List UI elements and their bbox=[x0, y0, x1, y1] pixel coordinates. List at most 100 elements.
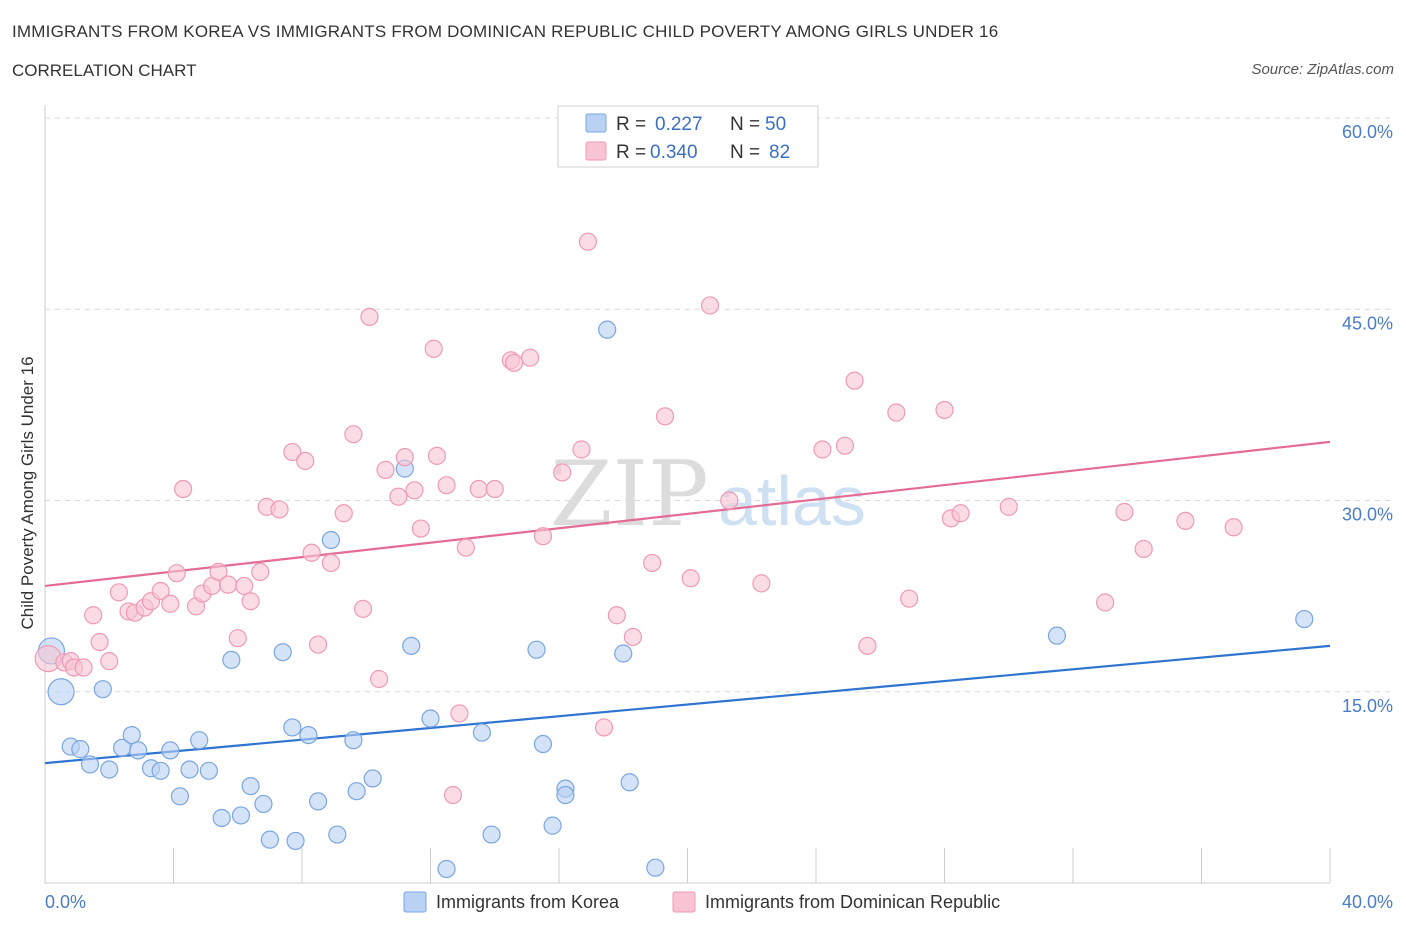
dr-point bbox=[607, 606, 626, 625]
dr-point bbox=[353, 599, 373, 618]
dr-point bbox=[389, 487, 408, 506]
korea-point bbox=[260, 830, 279, 849]
dr-point bbox=[700, 296, 720, 315]
y-tick-label: 15.0% bbox=[1342, 696, 1393, 716]
watermark: ZIP atlas bbox=[550, 442, 866, 547]
legend-korea-n-value: 50 bbox=[765, 114, 786, 135]
dr-point bbox=[360, 307, 379, 326]
dr-point bbox=[1176, 511, 1195, 531]
watermark-zip: ZIP bbox=[550, 442, 709, 547]
dr-point bbox=[655, 407, 675, 426]
korea-point bbox=[321, 530, 341, 550]
korea-point bbox=[254, 794, 273, 814]
dr-point bbox=[321, 553, 341, 573]
korea-point bbox=[122, 725, 141, 745]
korea-point bbox=[614, 644, 633, 663]
korea-point bbox=[527, 640, 546, 659]
legend-korea-swatch bbox=[585, 113, 607, 133]
y-axis-label: Child Poverty Among Girls Under 16 bbox=[18, 356, 37, 629]
korea-point bbox=[283, 718, 302, 737]
korea-point bbox=[129, 741, 148, 760]
dr-point bbox=[427, 446, 447, 465]
dr-point bbox=[1115, 502, 1134, 522]
dr-point bbox=[1134, 539, 1153, 559]
korea-point bbox=[482, 825, 501, 844]
dr-point bbox=[520, 348, 540, 367]
legend-dr-n-value: 82 bbox=[769, 142, 790, 163]
korea-point bbox=[170, 787, 190, 806]
x-tick-label-min: 0.0% bbox=[45, 892, 86, 912]
korea-point bbox=[93, 680, 112, 699]
korea-point bbox=[100, 760, 119, 779]
korea-point bbox=[199, 761, 218, 780]
dr-point bbox=[424, 339, 443, 358]
korea-point bbox=[180, 760, 199, 779]
dr-point bbox=[228, 629, 247, 648]
dr-point bbox=[308, 635, 328, 654]
y-tick-label: 60.0% bbox=[1342, 122, 1393, 142]
bottom-legend-dr-swatch bbox=[672, 891, 696, 913]
korea-point bbox=[421, 709, 440, 728]
dr-point bbox=[437, 476, 456, 495]
dr-point bbox=[174, 479, 193, 499]
dr-point bbox=[209, 562, 228, 582]
legend-dr-r-label: R = bbox=[616, 142, 646, 163]
dr-point bbox=[845, 371, 864, 390]
korea-point bbox=[273, 643, 292, 662]
dr-point bbox=[623, 627, 642, 647]
dr-point bbox=[74, 658, 93, 677]
dr-point bbox=[302, 543, 321, 562]
dr-point bbox=[395, 448, 414, 467]
axes: 15.0% 30.0% 45.0% 60.0% 0.0% 40.0% bbox=[44, 105, 1393, 912]
dr-point bbox=[109, 583, 128, 602]
korea-point bbox=[472, 723, 491, 742]
series-legend: Immigrants from Korea Immigrants from Do… bbox=[403, 891, 1000, 913]
korea-point bbox=[190, 731, 209, 750]
dr-point bbox=[443, 785, 463, 805]
correlation-legend: R = 0.227 N = 50 R = 0.340 N = 82 bbox=[557, 105, 819, 168]
korea-point bbox=[543, 816, 562, 835]
legend-dr-n-label: N = bbox=[730, 142, 760, 163]
dr-point bbox=[270, 500, 289, 519]
dr-point bbox=[456, 538, 475, 557]
korea-point bbox=[1047, 626, 1067, 645]
dr-point bbox=[720, 491, 739, 510]
korea-point bbox=[363, 769, 382, 788]
y-tick-label: 30.0% bbox=[1342, 505, 1393, 525]
dr-point bbox=[578, 232, 598, 251]
korea-point bbox=[1295, 609, 1314, 629]
dr-point bbox=[283, 442, 302, 462]
legend-korea-r-value: 0.227 bbox=[655, 114, 703, 135]
dr-point bbox=[376, 460, 395, 479]
dr-point bbox=[235, 576, 254, 596]
y-tick-label: 45.0% bbox=[1342, 313, 1393, 333]
bottom-legend-dr-label: Immigrants from Dominican Republic bbox=[705, 892, 1000, 912]
dr-point bbox=[334, 504, 353, 523]
dr-point bbox=[951, 504, 970, 523]
korea-point bbox=[308, 792, 328, 811]
korea-point bbox=[646, 858, 665, 877]
korea-point bbox=[402, 636, 421, 655]
trend-lines bbox=[44, 440, 1331, 765]
dr-point bbox=[594, 718, 614, 737]
dr-point bbox=[835, 436, 855, 455]
korea-point bbox=[347, 782, 366, 801]
dr-point bbox=[251, 562, 270, 582]
dr-point bbox=[935, 400, 954, 420]
watermark-atlas: atlas bbox=[718, 462, 866, 540]
dr-point bbox=[858, 636, 877, 655]
bottom-legend-korea-label: Immigrants from Korea bbox=[436, 892, 620, 912]
source-credit: Source: ZipAtlas.com bbox=[1251, 61, 1394, 78]
korea-point bbox=[437, 859, 456, 879]
dr-point bbox=[681, 569, 700, 588]
dr-point bbox=[296, 451, 315, 471]
korea-trend-line bbox=[44, 644, 1331, 765]
korea-point bbox=[80, 755, 100, 774]
dr-point bbox=[887, 403, 906, 422]
dr-point bbox=[90, 632, 109, 652]
dr-point bbox=[572, 440, 591, 459]
dr-point bbox=[469, 479, 488, 499]
korea-point bbox=[47, 678, 75, 706]
korea-point bbox=[161, 741, 180, 760]
dr-point bbox=[813, 440, 832, 459]
